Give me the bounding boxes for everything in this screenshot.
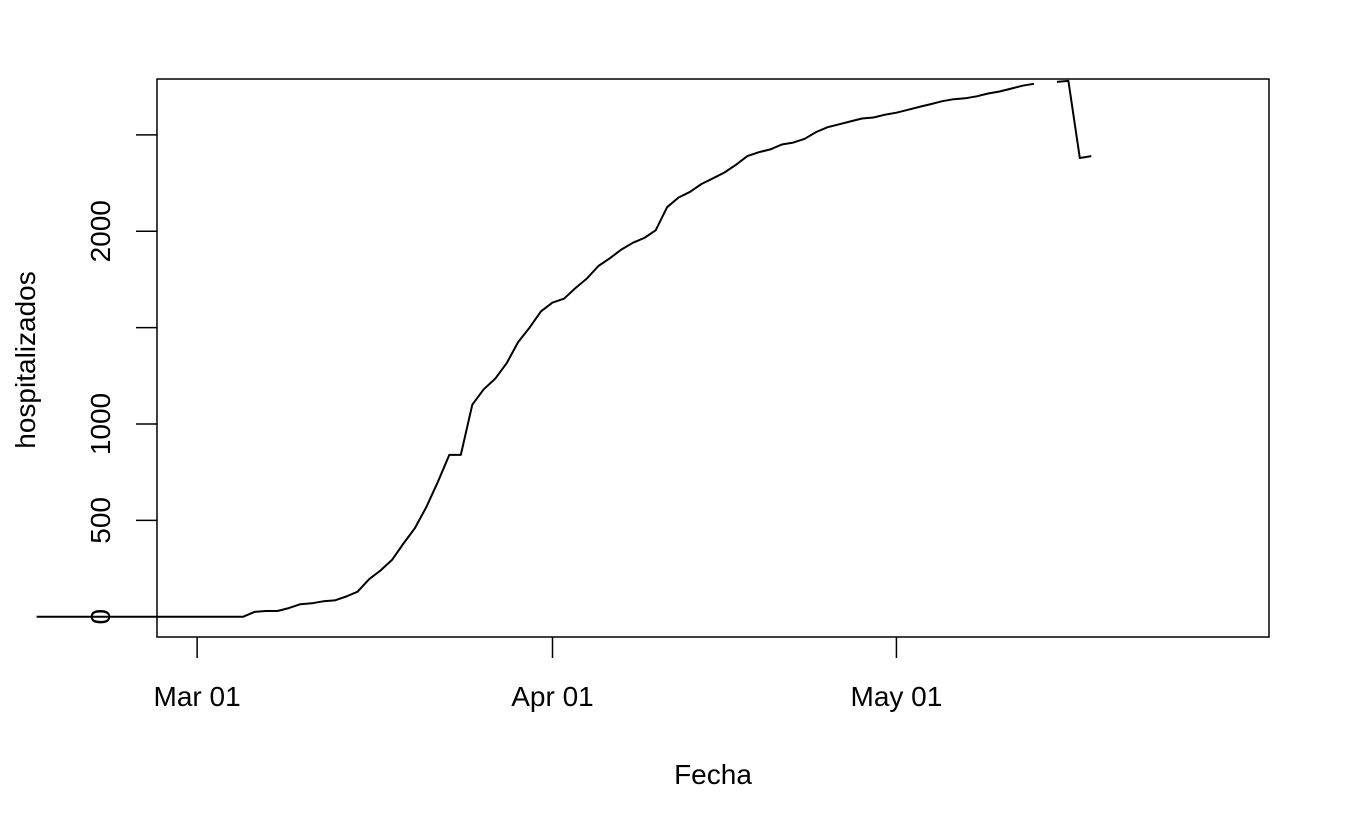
y-tick-label: 2000 <box>85 200 116 262</box>
x-tick-label: Mar 01 <box>154 681 241 712</box>
x-axis: Mar 01 Apr 01 May 01 <box>154 637 943 712</box>
plot-frame <box>156 78 1270 638</box>
y-axis-title: hospitalizados <box>10 271 41 448</box>
x-tick-label: May 01 <box>851 681 943 712</box>
y-tick-label: 1000 <box>85 393 116 455</box>
x-axis-title: Fecha <box>674 759 752 790</box>
series-line-hospitalizados <box>36 79 1092 618</box>
x-tick-label: Apr 01 <box>511 681 594 712</box>
y-tick-label: 500 <box>85 497 116 544</box>
